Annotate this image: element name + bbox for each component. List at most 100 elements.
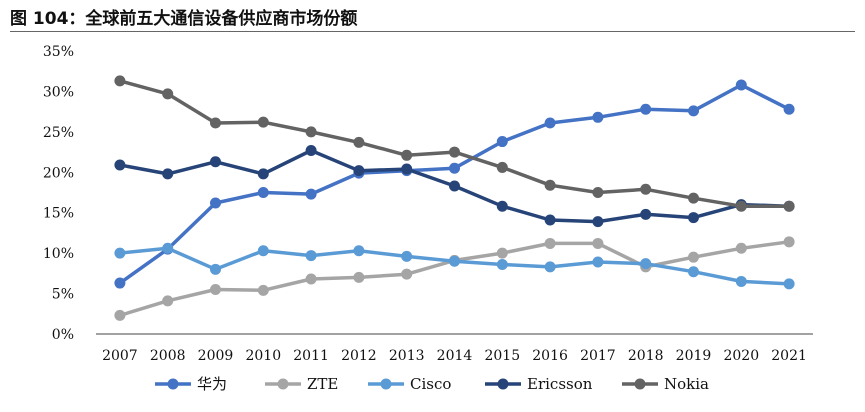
data-point	[114, 75, 126, 87]
data-point	[210, 263, 221, 275]
y-tick-label: 10%	[43, 246, 74, 262]
data-point	[496, 258, 508, 270]
data-point	[449, 146, 460, 158]
data-point	[305, 188, 317, 200]
x-tick-label: 2020	[723, 348, 759, 364]
legend-marker	[634, 378, 646, 390]
data-point	[449, 180, 460, 192]
x-tick-label: 2015	[484, 348, 520, 364]
legend-item: Ericsson	[485, 375, 593, 393]
data-point	[257, 284, 269, 296]
legend-label: Nokia	[664, 375, 709, 393]
data-point	[114, 309, 126, 321]
y-tick-label: 25%	[43, 125, 74, 141]
legend-marker	[277, 378, 289, 390]
data-point	[544, 261, 556, 273]
series-Nokia	[114, 75, 795, 212]
data-point	[353, 136, 365, 148]
data-point	[640, 208, 652, 220]
data-point	[592, 216, 604, 228]
data-point	[401, 268, 413, 280]
data-point	[688, 251, 699, 263]
data-point	[257, 187, 269, 198]
x-tick-label: 2017	[580, 348, 616, 364]
data-point	[592, 237, 604, 249]
data-point	[162, 242, 174, 254]
data-point	[257, 116, 269, 128]
data-point	[592, 187, 604, 198]
data-point	[114, 247, 126, 259]
x-tick-label: 2009	[198, 348, 234, 364]
y-tick-label: 35%	[43, 44, 74, 60]
data-point	[496, 136, 508, 148]
x-tick-label: 2012	[341, 348, 377, 364]
data-point	[114, 159, 126, 171]
x-tick-label: 2013	[389, 348, 425, 364]
legend-label: ZTE	[307, 375, 338, 393]
data-point	[735, 79, 747, 91]
data-point	[353, 271, 365, 283]
data-point	[210, 284, 221, 296]
data-point	[783, 200, 795, 212]
data-point	[496, 200, 508, 212]
x-tick-label: 2011	[293, 348, 329, 364]
legend-marker	[497, 378, 509, 390]
data-point	[783, 278, 795, 290]
series-line	[118, 240, 791, 318]
data-point	[305, 273, 317, 285]
legend-item: Cisco	[368, 375, 451, 393]
legend-label: Cisco	[410, 375, 451, 393]
x-tick-label: 2018	[628, 348, 664, 364]
x-tick-label: 2019	[676, 348, 712, 364]
data-point	[401, 250, 413, 262]
y-tick-label: 5%	[52, 287, 74, 303]
data-point	[162, 168, 174, 180]
x-tick-label: 2014	[437, 348, 473, 364]
y-tick-label: 20%	[43, 165, 74, 181]
data-point	[305, 126, 317, 138]
data-point	[210, 156, 221, 168]
data-point	[544, 214, 556, 226]
data-point	[735, 242, 747, 254]
data-point	[640, 258, 652, 270]
y-tick-label: 30%	[43, 84, 74, 100]
title-underline	[10, 31, 855, 32]
x-tick-label: 2010	[245, 348, 281, 364]
data-point	[353, 245, 365, 257]
legend-marker	[167, 378, 179, 390]
data-point	[592, 256, 604, 268]
data-point	[688, 212, 699, 224]
data-point	[735, 200, 747, 212]
data-point	[640, 103, 652, 115]
data-point	[783, 236, 795, 248]
series-ZTE	[114, 236, 795, 321]
data-point	[544, 117, 556, 129]
data-point	[688, 192, 699, 204]
legend-item: ZTE	[265, 375, 338, 393]
x-tick-label: 2008	[150, 348, 186, 364]
data-point	[162, 295, 174, 307]
data-point	[592, 111, 604, 123]
data-point	[401, 149, 413, 161]
legend-item: 华为	[155, 375, 227, 393]
y-tick-label: 15%	[43, 206, 74, 222]
x-tick-label: 2021	[771, 348, 807, 364]
data-point	[257, 168, 269, 180]
data-point	[257, 245, 269, 257]
y-tick-label: 0%	[52, 327, 74, 343]
data-point	[783, 103, 795, 115]
data-point	[401, 163, 413, 175]
data-point	[496, 247, 508, 259]
data-point	[544, 237, 556, 249]
data-point	[353, 165, 365, 177]
x-tick-label: 2016	[532, 348, 568, 364]
figure-title: 图 104：全球前五大通信设备供应商市场份额	[10, 9, 358, 29]
data-point	[210, 117, 221, 129]
data-point	[688, 105, 699, 117]
legend-item: Nokia	[622, 375, 709, 393]
data-point	[640, 183, 652, 195]
legend-label: Ericsson	[527, 375, 593, 393]
data-point	[305, 250, 317, 262]
data-point	[544, 179, 556, 191]
